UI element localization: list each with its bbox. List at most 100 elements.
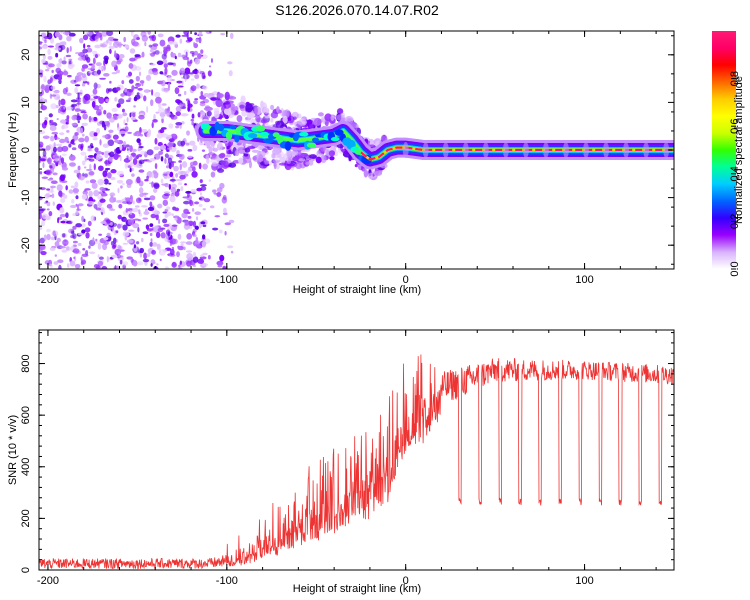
spectrogram-noise-blob	[281, 109, 288, 119]
spectrogram-noise-blob	[56, 96, 60, 100]
spectrogram-noise-blob	[58, 158, 62, 166]
spectrogram-noise-blob	[57, 76, 63, 81]
spectrogram-noise-blob	[237, 146, 246, 154]
spectrogram-noise-blob	[48, 113, 53, 118]
spectrogram-noise-blob	[51, 131, 59, 135]
spectrogram-x-ticks: -200 -100 0 100	[37, 31, 657, 286]
spectrogram-noise-blob	[131, 207, 139, 213]
spectrogram-noise-blob	[116, 103, 121, 108]
spectrogram-noise-blob	[175, 99, 181, 104]
spectrogram-noise-blob	[87, 67, 94, 71]
spectrogram-noise-blob	[193, 50, 199, 56]
ridge-periodic-bump	[643, 142, 650, 158]
spectrogram-noise-blob	[185, 142, 190, 146]
spectrogram-noise-blob	[219, 254, 225, 262]
spectrogram-noise-blob	[199, 192, 203, 196]
spectrogram-noise-blob	[77, 92, 80, 100]
spectrogram-noise-blob	[66, 129, 70, 133]
spectrogram-noise-blob	[145, 224, 150, 230]
spectrogram-noise-blob	[152, 119, 158, 123]
spectrogram-noise-blob	[65, 246, 70, 251]
spectrogram-noise-blob	[58, 138, 66, 144]
spectrogram-noise-blob	[86, 44, 91, 48]
spectrogram-noise-blob	[167, 82, 171, 90]
spectrogram-noise-blob	[96, 153, 101, 160]
spectrogram-noise-blob	[56, 63, 62, 68]
spectrogram-noise-blob	[52, 201, 55, 206]
spectrogram-y-tick-label: 0	[20, 147, 32, 153]
spectrogram-noise-blob	[185, 250, 193, 253]
spectrogram-noise-blob	[76, 72, 84, 76]
snr-y-label: SNR (10 * v/v)	[7, 415, 19, 485]
spectrogram-noise-blob	[229, 32, 234, 39]
spectrogram-noise-blob	[93, 163, 96, 171]
spectrogram-noise-blob	[295, 162, 303, 170]
spectrogram-noise-blob	[82, 80, 88, 84]
spectrogram-noise-blob	[56, 70, 64, 76]
spectrogram-noise-blob	[53, 261, 59, 265]
spectrogram-noise-blob	[71, 199, 75, 204]
spectrogram-noise-blob	[290, 150, 299, 156]
spectrogram-noise-blob	[187, 155, 193, 159]
spectrogram-noise-blob	[42, 135, 50, 140]
spectrogram-noise-blob	[196, 216, 199, 221]
spectrogram-noise-blob	[214, 215, 221, 218]
spectrogram-noise-blob	[192, 220, 197, 228]
spectrogram-noise-blob	[81, 67, 85, 72]
spectrogram-noise-blob	[63, 56, 66, 61]
spectrogram-noise-blob	[171, 133, 177, 137]
spectrogram-noise-blob	[39, 195, 43, 201]
spectrogram-noise-blob	[43, 75, 47, 83]
spectrogram-noise-blob	[324, 113, 332, 122]
spectrogram-noise-blob	[196, 83, 200, 89]
spectrogram-ridge-layer	[195, 121, 674, 170]
spectrogram-noise-blob	[76, 102, 82, 105]
spectrogram-x-tick-label: 0	[403, 274, 409, 286]
spectrogram-noise-blob	[88, 190, 93, 198]
spectrogram-noise-blob	[39, 69, 44, 74]
spectrogram-noise-blob	[169, 195, 176, 203]
spectrogram-noise-blob	[54, 47, 62, 51]
spectrogram-noise-blob	[141, 51, 145, 58]
spectrogram-noise-blob	[252, 156, 257, 161]
ridge-blob	[255, 125, 266, 132]
spectrogram-noise-blob	[149, 241, 154, 247]
spectrogram-noise-blob	[94, 147, 99, 153]
spectrogram-noise-blob	[177, 170, 184, 176]
spectrogram-noise-blob	[202, 224, 207, 228]
spectrogram-noise-blob	[164, 208, 169, 212]
spectrogram-noise-blob	[157, 203, 163, 209]
spectrogram-noise-blob	[212, 227, 219, 231]
spectrogram-noise-blob	[151, 249, 156, 255]
spectrogram-noise-blob	[185, 170, 190, 174]
spectrogram-noise-blob	[158, 102, 162, 109]
spectrogram-noise-blob	[138, 113, 144, 116]
spectrogram-noise-blob	[191, 171, 198, 178]
spectrogram-noise-blob	[59, 132, 65, 136]
spectrogram-y-label: Frequency (Hz)	[7, 112, 19, 188]
spectrogram-noise-blob	[162, 58, 168, 64]
spectrogram-noise-blob	[147, 206, 155, 212]
colorbar-label: Normalized spectral amplitude	[733, 76, 745, 224]
spectrogram-noise-blob	[129, 57, 136, 62]
spectrogram-noise-blob	[147, 69, 153, 75]
spectrogram-noise-blob	[95, 238, 98, 242]
ridge-periodic-bump	[603, 142, 610, 158]
spectrogram-noise-blob	[101, 188, 106, 192]
spectrogram-noise-blob	[95, 207, 102, 211]
spectrogram-noise-blob	[87, 145, 92, 152]
colorbar-tick-label: 0.6	[729, 119, 741, 134]
spectrogram-noise-blob	[91, 50, 98, 55]
spectrogram-noise-blob	[194, 225, 199, 231]
spectrogram-noise-blob	[152, 170, 157, 174]
spectrogram-noise-blob	[127, 229, 135, 232]
spectrogram-noise-blob	[128, 97, 132, 101]
spectrogram-noise-blob	[183, 209, 189, 214]
spectrogram-noise-blob	[133, 218, 140, 221]
spectrogram-noise-blob	[76, 92, 83, 95]
spectrogram-noise-blob	[227, 61, 233, 65]
spectrogram-noise-blob	[126, 183, 132, 189]
spectrogram-noise-blob	[328, 150, 336, 157]
spectrogram-noise-blob	[55, 105, 59, 109]
ridge-blob	[277, 134, 284, 145]
